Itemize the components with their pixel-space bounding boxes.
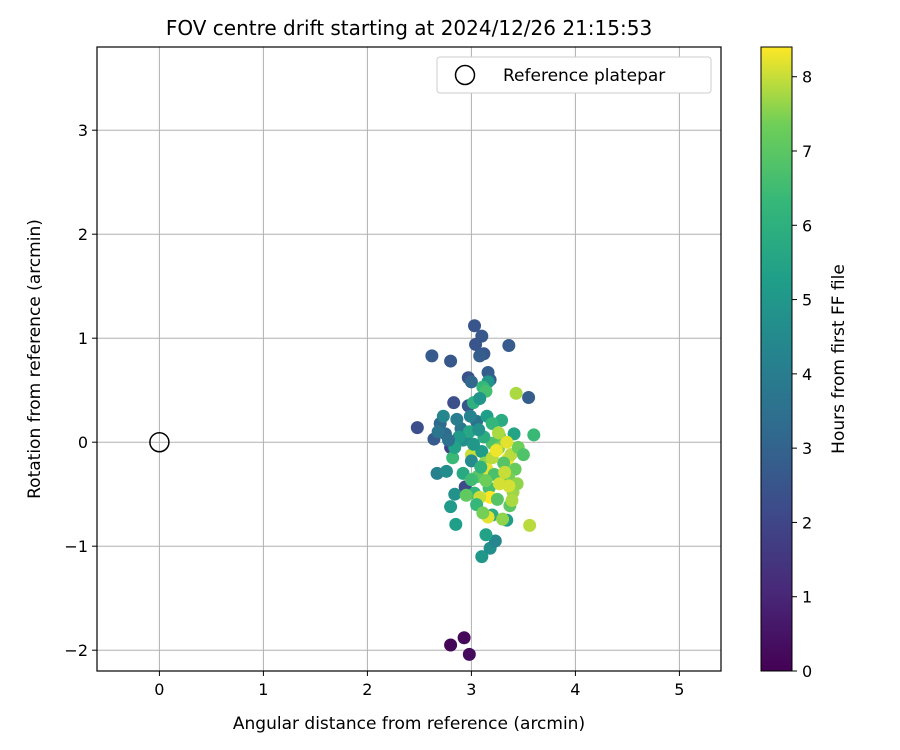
- y-tick-label: 1: [78, 329, 88, 348]
- colorbar-tick-label: 5: [802, 291, 812, 310]
- x-tick-label: 1: [258, 680, 268, 699]
- data-point: [425, 349, 439, 363]
- data-point: [462, 647, 476, 661]
- data-point: [474, 460, 488, 474]
- colorbar-tick-label: 0: [802, 662, 812, 681]
- data-point: [450, 412, 464, 426]
- data-point: [448, 487, 462, 501]
- data-point: [505, 493, 519, 507]
- data-point: [500, 435, 514, 449]
- plot-frame: [96, 46, 722, 672]
- data-point: [472, 423, 486, 437]
- x-tick-label: 0: [154, 680, 164, 699]
- data-point: [509, 386, 523, 400]
- colorbar-tick-label: 2: [802, 513, 812, 532]
- legend-entry-reference: Reference platepar: [503, 66, 665, 86]
- data-point: [446, 451, 460, 465]
- legend-box: [436, 56, 712, 94]
- y-tick-label: 0: [78, 433, 88, 452]
- reference-platepar-marker: [149, 431, 170, 453]
- data-point: [527, 428, 541, 442]
- data-point: [516, 448, 530, 462]
- data-point: [479, 474, 493, 488]
- data-point: [469, 337, 483, 351]
- data-point: [436, 409, 450, 423]
- x-tick-label: 4: [570, 680, 580, 699]
- x-tick-label: 5: [674, 680, 684, 699]
- data-point: [476, 506, 490, 520]
- data-point: [457, 631, 471, 645]
- chart-title: FOV centre drift starting at 2024/12/26 …: [166, 16, 652, 40]
- data-point: [466, 437, 480, 451]
- data-point: [479, 528, 493, 542]
- x-tick-label: 2: [362, 680, 372, 699]
- data-point: [463, 409, 477, 423]
- data-point: [410, 421, 424, 435]
- colorbar-tick-label: 6: [802, 216, 812, 235]
- colorbar-tick-label: 8: [802, 68, 812, 87]
- colorbar-ticks: 0 1 2 3 4 5 6 7 8: [792, 68, 812, 681]
- data-point: [489, 444, 503, 458]
- data-point: [442, 433, 456, 447]
- data-point: [496, 512, 510, 526]
- data-point: [490, 492, 504, 506]
- data-point: [473, 349, 487, 363]
- data-point: [522, 390, 536, 404]
- data-point: [431, 425, 445, 439]
- x-axis-ticks: 0 1 2 3 4 5: [154, 671, 684, 699]
- y-tick-label: 2: [78, 225, 88, 244]
- colorbar-tick-label: 4: [802, 365, 812, 384]
- legend: Reference platepar: [436, 56, 712, 94]
- data-point: [488, 534, 502, 548]
- y-tick-label: −1: [64, 537, 88, 556]
- colorbar-tick-label: 1: [802, 588, 812, 607]
- data-point: [464, 473, 478, 487]
- y-tick-label: 3: [78, 121, 88, 140]
- data-point: [464, 375, 478, 389]
- x-tick-label: 3: [466, 680, 476, 699]
- data-point: [502, 479, 516, 493]
- y-axis-label: Rotation from reference (arcmin): [25, 219, 45, 499]
- data-point: [439, 464, 453, 478]
- data-point: [498, 465, 512, 479]
- data-point: [452, 430, 466, 444]
- colorbar-label: Hours from first FF file: [829, 264, 849, 454]
- data-point: [444, 354, 458, 368]
- data-point: [449, 517, 463, 531]
- y-tick-label: −2: [64, 641, 88, 660]
- data-point: [468, 319, 482, 333]
- colorbar: 0 1 2 3 4 5 6 7 8 Hours from first FF file: [760, 46, 849, 681]
- colorbar-gradient: [760, 46, 793, 672]
- x-axis-label: Angular distance from reference (arcmin): [233, 714, 585, 734]
- data-point: [444, 638, 458, 652]
- data-point: [473, 392, 487, 406]
- data-point: [491, 426, 505, 440]
- data-point: [459, 488, 473, 502]
- data-point: [502, 338, 516, 352]
- data-point: [447, 396, 461, 410]
- data-points: [410, 319, 541, 661]
- data-point: [485, 416, 499, 430]
- colorbar-tick-label: 7: [802, 142, 812, 161]
- data-point: [464, 454, 478, 468]
- data-point: [475, 550, 489, 564]
- data-point: [523, 518, 537, 532]
- data-point: [508, 462, 522, 476]
- legend-marker-icon: [454, 64, 476, 86]
- grid-lines: [97, 47, 721, 671]
- y-axis-ticks: −2 −1 0 1 2 3: [64, 121, 97, 660]
- data-point: [444, 500, 458, 514]
- colorbar-tick-label: 3: [802, 439, 812, 458]
